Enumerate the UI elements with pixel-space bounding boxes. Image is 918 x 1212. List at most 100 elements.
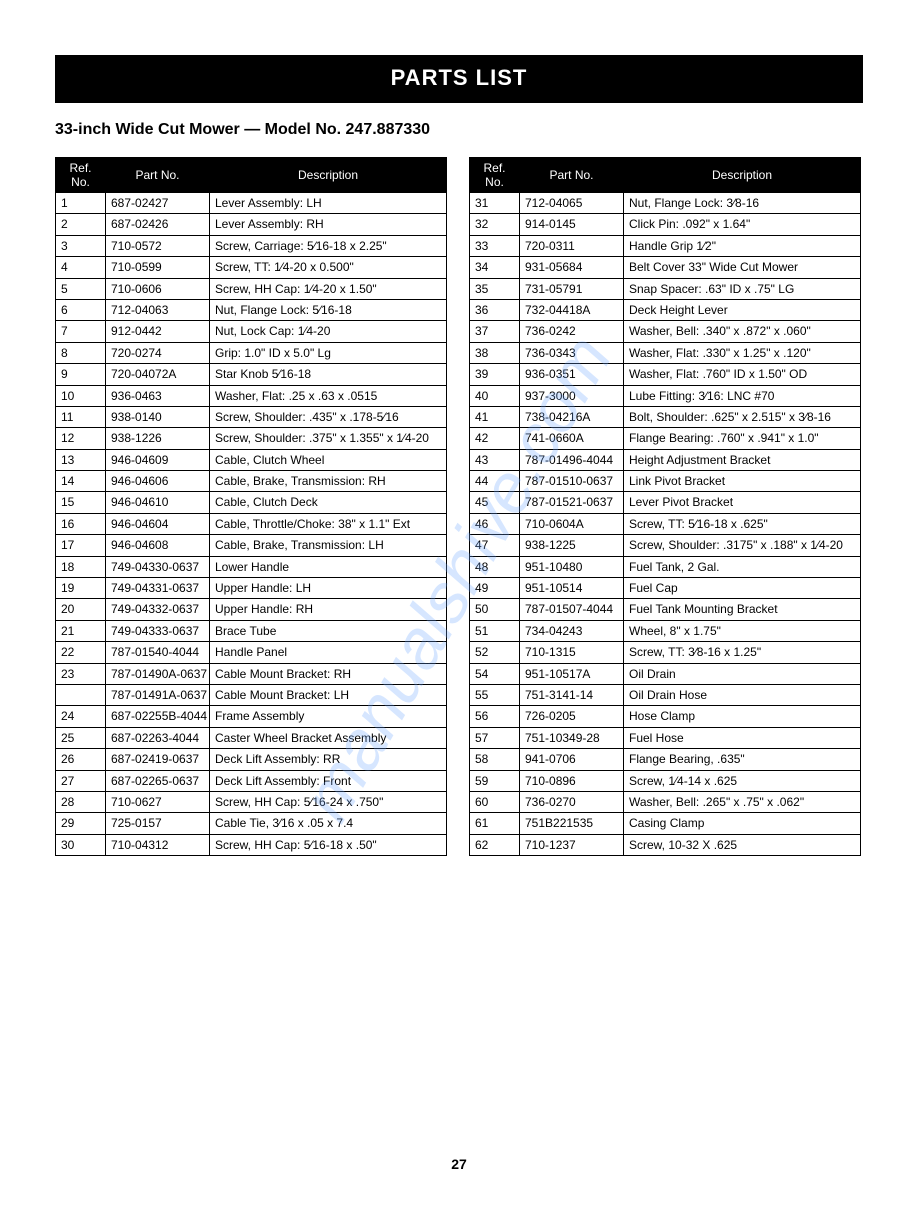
cell-part: 720-04072A xyxy=(106,364,210,385)
cell-part: 710-1237 xyxy=(520,834,624,855)
table-row: 26687-02419-0637Deck Lift Assembly: RR xyxy=(56,749,447,770)
table-row: 25687-02263-4044Caster Wheel Bracket Ass… xyxy=(56,727,447,748)
table-row: 1687-02427Lever Assembly: LH xyxy=(56,193,447,214)
cell-part: 946-04604 xyxy=(106,513,210,534)
cell-part: 725-0157 xyxy=(106,813,210,834)
cell-desc: Fuel Cap xyxy=(624,578,861,599)
cell-desc: Screw, HH Cap: 1⁄4-20 x 1.50" xyxy=(210,278,447,299)
cell-ref: 31 xyxy=(470,193,520,214)
cell-desc: Wheel, 8" x 1.75" xyxy=(624,620,861,641)
cell-part: 710-0599 xyxy=(106,257,210,278)
cell-part: 787-01496-4044 xyxy=(520,449,624,470)
cell-ref: 9 xyxy=(56,364,106,385)
cell-part: 787-01507-4044 xyxy=(520,599,624,620)
cell-ref: 43 xyxy=(470,449,520,470)
cell-desc: Oil Drain xyxy=(624,663,861,684)
cell-part: 787-01540-4044 xyxy=(106,642,210,663)
page-title-bar: PARTS LIST xyxy=(55,55,863,103)
cell-part: 946-04608 xyxy=(106,535,210,556)
cell-part: 787-01491A-0637 xyxy=(106,684,210,705)
cell-desc: Washer, Flat: .760" ID x 1.50" OD xyxy=(624,364,861,385)
cell-part: 938-0140 xyxy=(106,406,210,427)
cell-ref: 2 xyxy=(56,214,106,235)
cell-part: 710-0572 xyxy=(106,235,210,256)
cell-part: 946-04609 xyxy=(106,449,210,470)
table-row: 54951-10517AOil Drain xyxy=(470,663,861,684)
table-row: 11938-0140Screw, Shoulder: .435" x .178-… xyxy=(56,406,447,427)
table-row: 9720-04072AStar Knob 5⁄16-18 xyxy=(56,364,447,385)
cell-ref: 27 xyxy=(56,770,106,791)
cell-desc: Bolt, Shoulder: .625" x 2.515" x 3⁄8-16 xyxy=(624,406,861,427)
cell-ref: 20 xyxy=(56,599,106,620)
table-row: 61751B221535Casing Clamp xyxy=(470,813,861,834)
cell-ref: 10 xyxy=(56,385,106,406)
cell-desc: Oil Drain Hose xyxy=(624,684,861,705)
cell-desc: Link Pivot Bracket xyxy=(624,471,861,492)
col-desc: Description xyxy=(210,158,447,193)
cell-desc: Deck Height Lever xyxy=(624,299,861,320)
cell-desc: Lever Assembly: RH xyxy=(210,214,447,235)
cell-part: 712-04065 xyxy=(520,193,624,214)
cell-part: 749-04332-0637 xyxy=(106,599,210,620)
table-row: 21749-04333-0637Brace Tube xyxy=(56,620,447,641)
cell-part: 914-0145 xyxy=(520,214,624,235)
cell-desc: Handle Grip 1⁄2" xyxy=(624,235,861,256)
cell-ref: 41 xyxy=(470,406,520,427)
cell-ref: 21 xyxy=(56,620,106,641)
cell-ref: 5 xyxy=(56,278,106,299)
cell-ref: 17 xyxy=(56,535,106,556)
cell-part: 710-04312 xyxy=(106,834,210,855)
table-row: 7912-0442Nut, Lock Cap: 1⁄4-20 xyxy=(56,321,447,342)
table-row: 17946-04608Cable, Brake, Transmission: L… xyxy=(56,535,447,556)
cell-part: 741-0660A xyxy=(520,428,624,449)
cell-part: 687-02419-0637 xyxy=(106,749,210,770)
cell-part: 749-04333-0637 xyxy=(106,620,210,641)
table-row: 55751-3141-14Oil Drain Hose xyxy=(470,684,861,705)
cell-part: 736-0343 xyxy=(520,342,624,363)
col-part: Part No. xyxy=(106,158,210,193)
cell-desc: Cable, Clutch Deck xyxy=(210,492,447,513)
table-row: 30710-04312Screw, HH Cap: 5⁄16-18 x .50" xyxy=(56,834,447,855)
cell-desc: Washer, Bell: .265" x .75" x .062" xyxy=(624,791,861,812)
table-row: 47938-1225Screw, Shoulder: .3175" x .188… xyxy=(470,535,861,556)
cell-part: 731-05791 xyxy=(520,278,624,299)
cell-part: 941-0706 xyxy=(520,749,624,770)
cell-desc: Cable Tie, 3⁄16 x .05 x 7.4 xyxy=(210,813,447,834)
table-row: 45787-01521-0637Lever Pivot Bracket xyxy=(470,492,861,513)
col-desc: Description xyxy=(624,158,861,193)
cell-ref: 35 xyxy=(470,278,520,299)
cell-ref xyxy=(56,684,106,705)
cell-part: 937-3000 xyxy=(520,385,624,406)
cell-desc: Height Adjustment Bracket xyxy=(624,449,861,470)
cell-desc: Screw, 1⁄4-14 x .625 xyxy=(624,770,861,791)
cell-ref: 4 xyxy=(56,257,106,278)
cell-ref: 11 xyxy=(56,406,106,427)
table-row: 15946-04610Cable, Clutch Deck xyxy=(56,492,447,513)
table-row: 787-01491A-0637Cable Mount Bracket: LH xyxy=(56,684,447,705)
table-header-row: Ref. No. Part No. Description xyxy=(56,158,447,193)
cell-ref: 42 xyxy=(470,428,520,449)
table-row: 32914-0145Click Pin: .092" x 1.64" xyxy=(470,214,861,235)
cell-desc: Screw, TT: 1⁄4-20 x 0.500" xyxy=(210,257,447,278)
cell-ref: 28 xyxy=(56,791,106,812)
parts-table-left: Ref. No. Part No. Description 1687-02427… xyxy=(55,157,447,856)
cell-ref: 58 xyxy=(470,749,520,770)
cell-desc: Handle Panel xyxy=(210,642,447,663)
cell-desc: Washer, Flat: .330" x 1.25" x .120" xyxy=(624,342,861,363)
page-container: manualshive.com PARTS LIST 33-inch Wide … xyxy=(0,0,918,1212)
cell-part: 720-0274 xyxy=(106,342,210,363)
table-header-row: Ref. No. Part No. Description xyxy=(470,158,861,193)
cell-ref: 16 xyxy=(56,513,106,534)
cell-ref: 55 xyxy=(470,684,520,705)
table-row: 34931-05684Belt Cover 33" Wide Cut Mower xyxy=(470,257,861,278)
cell-ref: 47 xyxy=(470,535,520,556)
table-row: 62710-1237Screw, 10-32 X .625 xyxy=(470,834,861,855)
cell-desc: Grip: 1.0" ID x 5.0" Lg xyxy=(210,342,447,363)
cell-ref: 30 xyxy=(56,834,106,855)
cell-ref: 29 xyxy=(56,813,106,834)
cell-desc: Lube Fitting: 3⁄16: LNC #70 xyxy=(624,385,861,406)
page-title: PARTS LIST xyxy=(391,65,528,90)
table-right-body: 31712-04065Nut, Flange Lock: 3⁄8-1632914… xyxy=(470,193,861,856)
tables-wrap: Ref. No. Part No. Description 1687-02427… xyxy=(55,157,863,856)
cell-desc: Hose Clamp xyxy=(624,706,861,727)
